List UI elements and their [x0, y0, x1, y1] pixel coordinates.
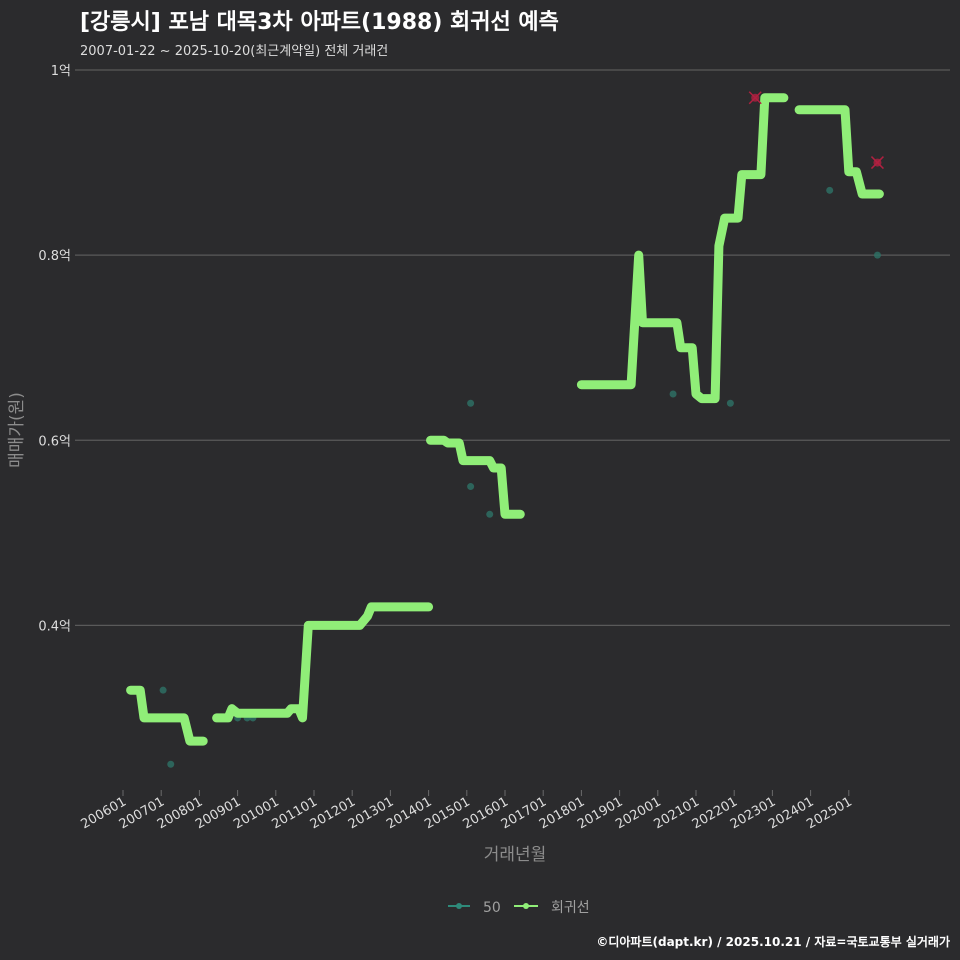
legend[interactable]: 50 회귀선 — [448, 900, 590, 916]
transaction-point[interactable] — [669, 390, 677, 398]
transaction-points — [159, 186, 881, 768]
regression-segment — [212, 602, 434, 723]
transaction-point[interactable] — [167, 760, 175, 768]
regression-segment — [126, 685, 208, 746]
transaction-point[interactable] — [159, 686, 167, 694]
y-tick-label: 1억 — [51, 64, 71, 79]
regression-segment — [426, 435, 525, 519]
y-tick-label: 0.6억 — [38, 434, 71, 449]
footer-credit: ©디아파트(dapt.kr) / 2025.10.21 / 자료=국토교통부 실… — [596, 935, 950, 949]
x-tick-labels: 2006012007012008012009012010012011012012… — [79, 790, 855, 832]
transaction-point[interactable] — [826, 186, 834, 194]
y-axis-label: 매매가(원) — [7, 392, 27, 468]
legend-item-points[interactable]: 50 — [448, 900, 501, 916]
chart-subtitle: 2007-01-22 ~ 2025-10-20(최근계약일) 전체 거래건 — [80, 44, 389, 59]
legend-item-regression[interactable]: 회귀선 — [514, 900, 590, 916]
transaction-point[interactable] — [467, 483, 475, 491]
legend-label-regression: 회귀선 — [551, 900, 590, 916]
regression-segment — [576, 93, 789, 404]
y-tick-labels: 0.4억 0.6억 0.8억 1억 — [38, 64, 71, 634]
chart-title: [강릉시] 포남 대목3차 아파트(1988) 회귀선 예측 — [80, 10, 559, 35]
legend-label-points: 50 — [483, 900, 501, 916]
regression-line — [126, 93, 884, 746]
outlier-marker[interactable] — [748, 91, 762, 105]
y-tick-label: 0.8억 — [38, 249, 71, 264]
transaction-point[interactable] — [486, 510, 494, 518]
transaction-point[interactable] — [467, 399, 475, 407]
x-axis-label: 거래년월 — [484, 845, 547, 865]
outlier-marker[interactable] — [870, 156, 884, 170]
y-tick-label: 0.4억 — [38, 619, 71, 634]
outlier-markers — [748, 91, 884, 170]
transaction-point[interactable] — [873, 251, 881, 259]
transaction-point[interactable] — [726, 399, 734, 407]
y-gridlines — [75, 69, 950, 626]
regression-segment — [794, 105, 884, 199]
